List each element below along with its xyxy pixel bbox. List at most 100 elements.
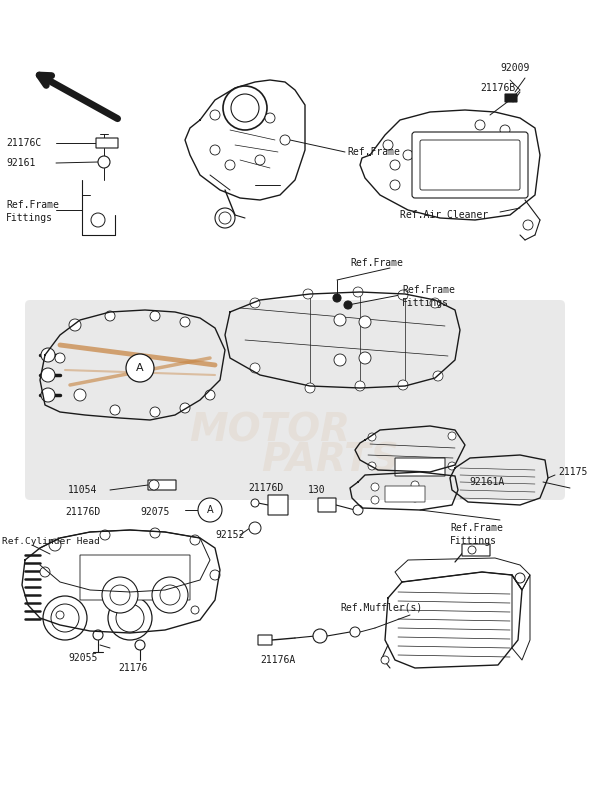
Circle shape bbox=[371, 483, 379, 491]
Circle shape bbox=[210, 570, 220, 580]
Circle shape bbox=[411, 481, 419, 489]
Text: 21176C: 21176C bbox=[6, 138, 41, 148]
Circle shape bbox=[41, 388, 55, 402]
Circle shape bbox=[56, 611, 64, 619]
Circle shape bbox=[108, 596, 152, 640]
Text: 21175: 21175 bbox=[558, 467, 587, 477]
Circle shape bbox=[190, 535, 200, 545]
Circle shape bbox=[448, 462, 456, 470]
FancyBboxPatch shape bbox=[462, 544, 490, 556]
Circle shape bbox=[468, 546, 476, 554]
Circle shape bbox=[280, 135, 290, 145]
Circle shape bbox=[350, 627, 360, 637]
Text: Fittings: Fittings bbox=[402, 298, 449, 308]
Circle shape bbox=[55, 353, 65, 363]
Text: Ref.Frame: Ref.Frame bbox=[347, 147, 400, 157]
Text: 11054: 11054 bbox=[68, 485, 97, 495]
Circle shape bbox=[359, 352, 371, 364]
Circle shape bbox=[231, 94, 259, 122]
Circle shape bbox=[390, 160, 400, 170]
Text: Ref.Frame: Ref.Frame bbox=[350, 258, 403, 268]
Text: 130: 130 bbox=[308, 485, 326, 495]
Text: MOTOR: MOTOR bbox=[190, 411, 350, 449]
Circle shape bbox=[355, 381, 365, 391]
Circle shape bbox=[448, 432, 456, 440]
Text: 92161: 92161 bbox=[6, 158, 35, 168]
Circle shape bbox=[135, 640, 145, 650]
Circle shape bbox=[74, 389, 86, 401]
Circle shape bbox=[150, 528, 160, 538]
FancyBboxPatch shape bbox=[148, 480, 176, 490]
Circle shape bbox=[523, 220, 533, 230]
Circle shape bbox=[249, 522, 261, 534]
Text: 21176D: 21176D bbox=[65, 507, 100, 517]
Circle shape bbox=[515, 573, 525, 583]
Circle shape bbox=[152, 577, 188, 613]
FancyBboxPatch shape bbox=[505, 94, 517, 102]
Circle shape bbox=[191, 606, 199, 614]
Circle shape bbox=[250, 298, 260, 308]
Circle shape bbox=[303, 289, 313, 299]
Text: 92009: 92009 bbox=[500, 63, 530, 73]
Circle shape bbox=[126, 354, 154, 382]
Circle shape bbox=[98, 156, 110, 168]
Text: Ref.Frame: Ref.Frame bbox=[6, 200, 59, 210]
Text: 21176: 21176 bbox=[118, 663, 147, 673]
FancyBboxPatch shape bbox=[420, 140, 520, 190]
Circle shape bbox=[368, 433, 376, 441]
Circle shape bbox=[383, 140, 393, 150]
Circle shape bbox=[368, 462, 376, 470]
Circle shape bbox=[390, 180, 400, 190]
Circle shape bbox=[433, 371, 443, 381]
Text: Ref.Frame: Ref.Frame bbox=[450, 523, 503, 533]
Circle shape bbox=[313, 629, 327, 643]
Circle shape bbox=[210, 145, 220, 155]
Text: Ref.Muffler(s): Ref.Muffler(s) bbox=[340, 603, 422, 613]
FancyBboxPatch shape bbox=[412, 132, 528, 198]
Circle shape bbox=[255, 155, 265, 165]
Text: PARTS: PARTS bbox=[261, 441, 399, 479]
Circle shape bbox=[398, 290, 408, 300]
Circle shape bbox=[110, 405, 120, 415]
Circle shape bbox=[210, 110, 220, 120]
Circle shape bbox=[334, 354, 346, 366]
Circle shape bbox=[219, 212, 231, 224]
Circle shape bbox=[40, 567, 50, 577]
Circle shape bbox=[215, 208, 235, 228]
Circle shape bbox=[398, 380, 408, 390]
Circle shape bbox=[69, 319, 81, 331]
Circle shape bbox=[41, 348, 55, 362]
Circle shape bbox=[411, 494, 419, 502]
Circle shape bbox=[353, 505, 363, 515]
Text: Fittings: Fittings bbox=[6, 213, 53, 223]
Circle shape bbox=[102, 577, 138, 613]
Circle shape bbox=[353, 287, 363, 297]
Circle shape bbox=[475, 120, 485, 130]
Circle shape bbox=[334, 314, 346, 326]
Text: Ref.Cylinder Head: Ref.Cylinder Head bbox=[2, 538, 100, 547]
Circle shape bbox=[198, 498, 222, 522]
Text: 92161A: 92161A bbox=[470, 477, 505, 487]
Circle shape bbox=[150, 407, 160, 417]
Text: A: A bbox=[136, 363, 144, 373]
Circle shape bbox=[93, 630, 103, 640]
Circle shape bbox=[180, 403, 190, 413]
Text: Fittings: Fittings bbox=[450, 536, 497, 546]
Text: 92152: 92152 bbox=[215, 530, 244, 540]
Text: 92055: 92055 bbox=[68, 653, 97, 663]
Circle shape bbox=[381, 656, 389, 664]
Circle shape bbox=[100, 530, 110, 540]
Circle shape bbox=[205, 390, 215, 400]
FancyBboxPatch shape bbox=[80, 555, 190, 600]
FancyBboxPatch shape bbox=[96, 138, 118, 148]
Circle shape bbox=[116, 604, 144, 632]
FancyBboxPatch shape bbox=[268, 495, 288, 515]
Circle shape bbox=[105, 311, 115, 321]
Circle shape bbox=[333, 294, 341, 302]
Circle shape bbox=[51, 604, 79, 632]
Circle shape bbox=[359, 316, 371, 328]
Circle shape bbox=[250, 363, 260, 373]
Circle shape bbox=[344, 301, 352, 309]
Circle shape bbox=[251, 499, 259, 507]
Circle shape bbox=[149, 480, 159, 490]
